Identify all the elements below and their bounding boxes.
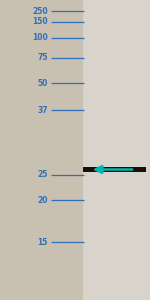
Text: 50: 50 — [38, 79, 48, 88]
Text: 100: 100 — [32, 33, 48, 42]
Text: 37: 37 — [37, 106, 48, 115]
Bar — [82, 0, 150, 300]
Text: 150: 150 — [32, 17, 48, 26]
Text: 20: 20 — [38, 196, 48, 205]
Text: 15: 15 — [38, 238, 48, 247]
Text: 75: 75 — [38, 53, 48, 62]
Text: 25: 25 — [38, 170, 48, 179]
Bar — [82, 167, 146, 172]
Text: 250: 250 — [32, 7, 48, 16]
